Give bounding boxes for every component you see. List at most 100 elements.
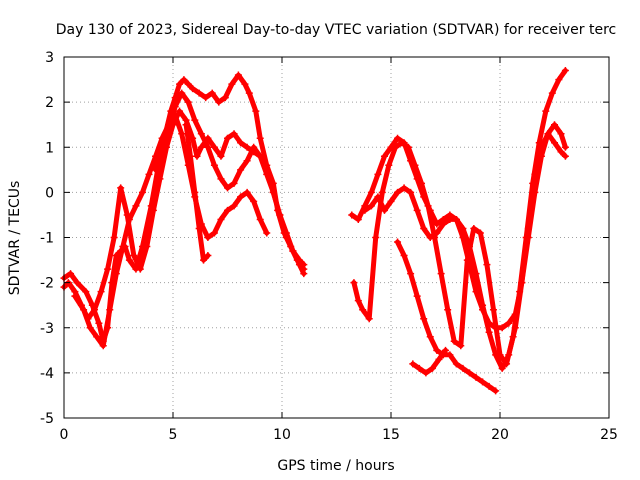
data-point-marker — [125, 256, 133, 264]
data-point-marker — [256, 134, 264, 142]
data-point-marker — [459, 224, 467, 232]
data-point-marker — [433, 220, 441, 228]
data-point-marker — [197, 143, 205, 151]
data-point-marker — [95, 319, 103, 327]
data-point-marker — [387, 197, 395, 205]
data-point-marker — [234, 71, 242, 79]
data-point-marker — [224, 134, 231, 142]
data-point-marker — [152, 166, 160, 174]
data-point-marker — [73, 279, 81, 287]
data-point-marker — [476, 229, 484, 237]
data-point-marker — [243, 157, 251, 165]
data-point-marker — [394, 238, 402, 246]
data-point-marker — [256, 215, 264, 223]
data-point-marker — [215, 98, 223, 106]
data-point-marker — [561, 143, 569, 151]
data-point-marker — [479, 378, 487, 386]
series-track-10 — [409, 346, 449, 377]
data-point-marker — [465, 243, 473, 251]
data-point-marker — [459, 364, 467, 372]
x-tick-label: 10 — [273, 427, 291, 443]
data-point-marker — [300, 270, 308, 278]
data-point-marker — [348, 211, 356, 219]
data-point-marker — [191, 188, 199, 196]
x-tick-label: 0 — [60, 427, 69, 443]
y-axis-label: SDTVAR / TECUs — [7, 181, 23, 296]
grid-lines — [64, 57, 609, 418]
data-point-marker — [350, 279, 358, 287]
data-point-marker — [245, 89, 253, 97]
data-point-marker — [492, 387, 500, 395]
data-point-marker — [385, 161, 393, 169]
data-point-marker — [204, 234, 212, 241]
data-point-marker — [485, 328, 493, 336]
y-tick-label: -3 — [40, 321, 54, 337]
data-point-marker — [398, 139, 406, 147]
data-point-marker — [426, 234, 434, 241]
data-point-marker — [184, 80, 192, 88]
data-point-marker — [465, 369, 473, 377]
data-point-marker — [138, 188, 146, 196]
data-point-marker — [99, 342, 107, 350]
data-point-marker — [193, 152, 201, 160]
data-point-marker — [400, 252, 408, 260]
data-point-marker — [237, 166, 245, 174]
data-point-marker — [230, 179, 238, 187]
data-point-marker — [243, 143, 251, 151]
data-point-marker — [195, 224, 203, 232]
data-point-marker — [217, 215, 225, 223]
data-point-marker — [117, 184, 125, 192]
data-point-marker — [394, 188, 402, 196]
data-point-marker — [210, 161, 218, 169]
data-point-marker — [498, 324, 506, 332]
data-point-marker — [404, 143, 412, 151]
data-point-marker — [420, 224, 428, 232]
data-point-marker — [415, 364, 423, 372]
data-point-marker — [433, 229, 441, 237]
data-point-marker — [391, 143, 399, 151]
x-tick-label: 5 — [169, 427, 178, 443]
data-point-marker — [263, 170, 271, 178]
data-point-marker — [241, 80, 249, 88]
data-point-marker — [71, 292, 79, 300]
data-point-marker — [367, 202, 375, 210]
data-point-marker — [557, 130, 565, 138]
data-point-marker — [224, 206, 231, 214]
data-point-marker — [354, 297, 362, 305]
data-point-marker — [191, 116, 199, 124]
y-tick-label: 3 — [45, 50, 54, 66]
data-point-marker — [557, 148, 565, 156]
data-point-marker — [359, 306, 367, 314]
data-point-marker — [93, 333, 101, 341]
data-point-marker — [176, 80, 184, 88]
data-point-marker — [250, 143, 258, 151]
data-point-marker — [439, 220, 447, 228]
data-point-marker — [243, 188, 251, 196]
series-track-4 — [152, 89, 308, 269]
series-line — [153, 90, 307, 268]
data-point-marker — [208, 89, 216, 97]
data-point-marker — [544, 130, 552, 138]
data-point-marker — [452, 360, 460, 368]
data-point-marker — [217, 152, 225, 160]
data-point-marker — [489, 306, 497, 314]
data-point-marker — [457, 342, 465, 350]
data-point-marker — [472, 373, 480, 381]
axis-ticks: 0 5 10 15 20 25 -5 -4 -3 -2 -1 0 1 2 3 — [40, 50, 618, 443]
data-point-marker — [158, 143, 166, 151]
series-track-5 — [182, 121, 212, 264]
data-point-marker — [394, 134, 402, 142]
data-point-marker — [230, 202, 238, 210]
data-point-marker — [178, 130, 186, 138]
data-point-marker — [119, 243, 127, 251]
data-point-marker — [282, 234, 290, 241]
data-point-marker — [110, 234, 118, 241]
data-point-marker — [424, 202, 432, 210]
data-point-marker — [145, 170, 153, 178]
data-point-marker — [202, 94, 210, 102]
data-point-marker — [80, 306, 88, 314]
data-point-marker — [112, 270, 120, 278]
data-point-marker — [450, 337, 458, 345]
y-tick-label: -2 — [40, 276, 54, 292]
data-point-marker — [413, 292, 421, 300]
